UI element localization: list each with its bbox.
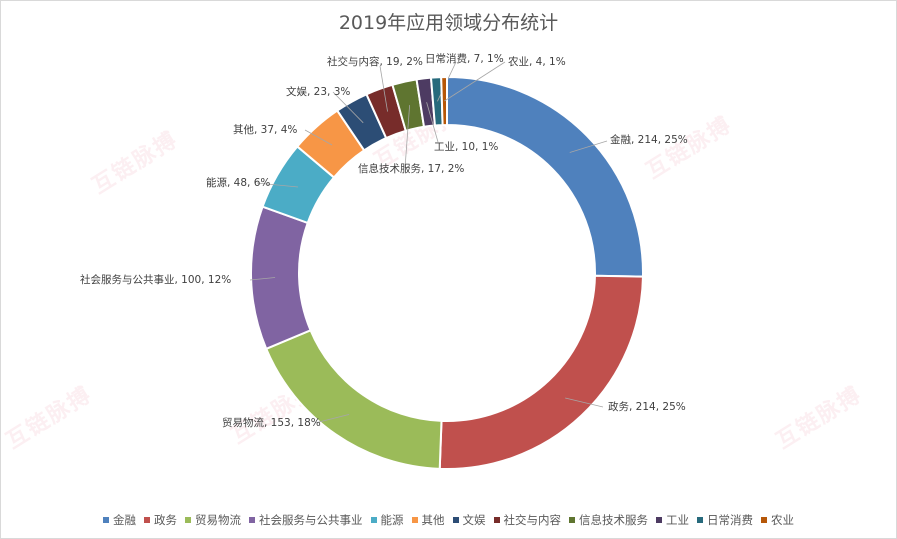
label-leader-line <box>379 65 388 112</box>
legend-label: 社交与内容 <box>503 513 562 527</box>
data-label: 工业, 10, 1% <box>434 141 498 153</box>
data-label: 日常消费, 7, 1% <box>425 52 504 65</box>
legend-item: 其他 <box>411 512 445 528</box>
legend-swatch <box>370 516 377 523</box>
legend-item: 社交与内容 <box>493 512 562 528</box>
data-label: 农业, 4, 1% <box>508 55 566 68</box>
legend-swatch <box>697 516 703 523</box>
legend-label: 日常消费 <box>707 513 753 527</box>
legend-label: 能源 <box>380 513 404 527</box>
legend-label: 政务 <box>154 513 177 527</box>
legend-label: 农业 <box>771 513 794 527</box>
donut-slice <box>264 328 443 470</box>
legend-label: 贸易物流 <box>195 513 241 527</box>
legend-swatch <box>569 516 575 523</box>
label-leader-line <box>304 129 333 146</box>
data-label: 社会服务与公共事业, 100, 12% <box>80 273 231 286</box>
legend-label: 社会服务与公共事业 <box>259 513 363 527</box>
legend-item: 信息技术服务 <box>569 512 648 528</box>
data-label: 其他, 37, 4% <box>233 123 297 136</box>
label-leader-line <box>314 414 350 424</box>
legend-item: 农业 <box>761 512 794 528</box>
legend-swatch <box>656 516 662 523</box>
label-leader-line <box>332 91 364 124</box>
data-label: 金融, 214, 25% <box>610 133 688 146</box>
donut-slice <box>440 75 448 127</box>
data-label: 能源, 48, 6% <box>206 176 270 189</box>
data-label: 社交与内容, 19, 2% <box>327 55 423 68</box>
legend-swatch <box>185 516 191 523</box>
label-leader-line <box>256 182 299 188</box>
legend-item: 日常消费 <box>697 512 753 528</box>
donut-slice <box>446 75 644 278</box>
legend-label: 文娱 <box>462 513 486 527</box>
label-leader-line <box>426 102 439 143</box>
data-label: 政务, 214, 25% <box>608 400 686 413</box>
legend-item: 工业 <box>656 512 689 528</box>
label-leader-line <box>569 140 608 153</box>
legend-swatch <box>144 516 150 523</box>
chart-title: 2019年应用领域分布统计 <box>338 12 559 34</box>
legend-swatch <box>761 516 767 523</box>
data-label: 文娱, 23, 3% <box>286 85 350 98</box>
legend-swatch <box>103 516 109 523</box>
legend-item: 政务 <box>144 512 177 528</box>
legend-item: 贸易物流 <box>185 512 241 528</box>
legend-label: 金融 <box>113 513 136 527</box>
legend-swatch <box>411 516 418 523</box>
data-label: 信息技术服务, 17, 2% <box>358 162 464 175</box>
label-leader-line <box>565 397 604 408</box>
legend-item: 能源 <box>370 512 404 528</box>
legend-item: 文娱 <box>452 512 486 528</box>
label-leader-line <box>444 61 506 102</box>
legend-swatch <box>249 516 255 523</box>
legend-label: 工业 <box>666 513 689 527</box>
legend-swatch <box>493 516 500 523</box>
legend-label: 其他 <box>421 513 445 527</box>
legend-label: 信息技术服务 <box>579 513 648 527</box>
donut-slice <box>250 205 312 351</box>
donut-slice <box>438 274 644 470</box>
legend-item: 金融 <box>103 512 136 528</box>
legend-item: 社会服务与公共事业 <box>249 512 363 528</box>
legend-swatch <box>452 516 459 523</box>
data-label: 贸易物流, 153, 18% <box>222 416 321 429</box>
label-leader-line <box>249 277 276 281</box>
chart-legend: 金融 政务 贸易物流 社会服务与公共事业 能源 其他 文娱 社交与内容 信息技术服务 工业 日常消费… <box>0 512 897 528</box>
label-leader-line <box>404 105 411 169</box>
